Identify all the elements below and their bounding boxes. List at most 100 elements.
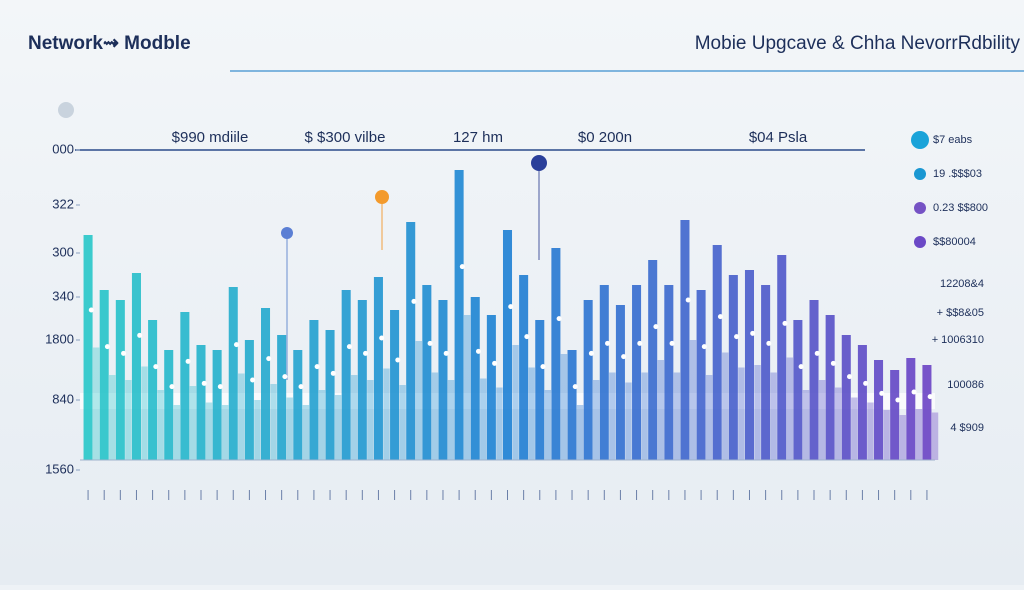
- y-tick-label: 300: [52, 244, 74, 259]
- bar-dot: [847, 374, 852, 380]
- bar-shadow: [754, 365, 761, 460]
- bar: [857, 345, 867, 460]
- bar-shadow: [915, 409, 923, 460]
- marker: [375, 190, 389, 204]
- bar-dot: [508, 304, 514, 310]
- bar-dot: [314, 364, 320, 370]
- bar: [293, 350, 303, 460]
- bar: [519, 275, 529, 460]
- bar-dot: [443, 350, 449, 356]
- bar: [502, 230, 513, 460]
- bar-dot: [572, 384, 578, 390]
- bar: [632, 285, 642, 460]
- bar-shadow: [496, 387, 503, 460]
- bar-shadow: [609, 372, 616, 460]
- bar: [809, 300, 819, 460]
- marker: [531, 155, 547, 171]
- bar: [180, 312, 190, 460]
- bar-shadow: [399, 385, 406, 460]
- bar: [470, 297, 480, 460]
- bar-dot: [879, 390, 885, 396]
- bar-dot: [363, 350, 369, 356]
- top-label: 127 hm: [453, 129, 503, 146]
- bar-shadow: [173, 405, 181, 460]
- bar-shadow: [834, 387, 842, 460]
- bar: [131, 273, 141, 460]
- bar-shadow: [286, 397, 293, 460]
- bar-dot: [717, 314, 723, 320]
- bar-shadow: [576, 405, 584, 460]
- y-tick-label: 000: [52, 141, 74, 156]
- bar-shadow: [92, 347, 100, 460]
- bar-shadow: [109, 375, 116, 460]
- bar: [841, 335, 851, 460]
- bar: [906, 358, 916, 460]
- bar: [744, 270, 754, 460]
- side-label: 100086: [947, 379, 984, 391]
- legend-swatch: [914, 202, 926, 214]
- bar-dot: [863, 380, 869, 386]
- bar-dot: [250, 377, 256, 383]
- marker: [281, 227, 293, 239]
- bar-shadow: [480, 378, 487, 460]
- bar-shadow: [125, 380, 132, 460]
- bar: [761, 285, 771, 460]
- bar: [777, 255, 787, 460]
- bar-shadow: [786, 357, 794, 460]
- bar-shadow: [221, 405, 229, 460]
- bar: [277, 335, 287, 460]
- bar-shadow: [851, 397, 858, 460]
- bar: [164, 350, 174, 460]
- y-tick-label: 340: [52, 288, 74, 303]
- bar: [148, 320, 158, 460]
- top-label: $ $300 vilbe: [305, 129, 386, 146]
- bar-shadow: [625, 382, 632, 460]
- bar: [438, 300, 448, 460]
- bar-dot: [346, 344, 352, 350]
- bar-shadow: [431, 372, 439, 460]
- bar-shadow: [883, 410, 890, 460]
- bar: [680, 220, 690, 460]
- y-tick-label: 322: [52, 196, 74, 211]
- bar: [99, 290, 109, 460]
- bar-shadow: [447, 380, 455, 460]
- bar: [196, 345, 206, 460]
- bar-dot: [137, 332, 143, 338]
- bar: [228, 287, 238, 460]
- bar-dot: [330, 370, 336, 376]
- bar: [212, 350, 222, 460]
- bar-dot: [266, 356, 272, 362]
- bar: [406, 222, 416, 460]
- bar-dot: [653, 324, 659, 330]
- bar-dot: [169, 384, 175, 390]
- bar-shadow: [367, 380, 374, 460]
- bar-dot: [153, 364, 159, 370]
- bar-dot: [185, 358, 191, 364]
- bar: [648, 260, 658, 460]
- bar-shadow: [738, 367, 745, 460]
- bar-dot: [669, 340, 675, 346]
- bar-dot: [685, 297, 691, 303]
- bar-shadow: [415, 341, 422, 460]
- legend-label: 0.23 $$800: [933, 202, 988, 214]
- bar-dot: [282, 374, 288, 380]
- bar-dot: [427, 340, 433, 346]
- bar-dot: [621, 354, 627, 360]
- legend-label: 19 .$$$03: [933, 168, 982, 180]
- y-tick-label: 840: [52, 391, 74, 406]
- y-tick-label: 1560: [45, 461, 74, 476]
- bar: [341, 290, 351, 460]
- bar: [664, 285, 674, 460]
- side-label: 4 $909: [950, 422, 984, 434]
- marker: [58, 102, 74, 118]
- bar-shadow: [705, 375, 713, 460]
- bar: [83, 235, 93, 460]
- bar: [825, 315, 835, 460]
- bar-shadow: [383, 368, 390, 460]
- bar: [115, 300, 125, 460]
- bar: [309, 320, 319, 460]
- bar-dot: [734, 334, 740, 340]
- chart-subtitle: Mobie Upgcave & Chha NevorrRdbility: [695, 33, 1021, 54]
- bar-dot: [492, 360, 498, 366]
- bar-shadow: [157, 390, 164, 460]
